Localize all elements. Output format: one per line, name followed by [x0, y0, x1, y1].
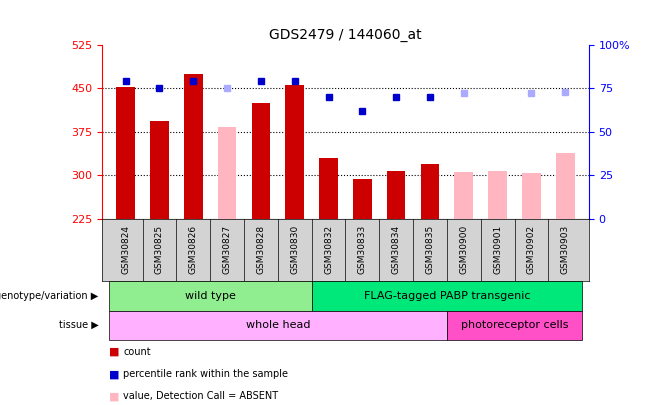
Text: wild type: wild type — [185, 291, 236, 301]
Bar — [150, 121, 168, 219]
Text: ■: ■ — [109, 369, 119, 379]
Text: value, Detection Call = ABSENT: value, Detection Call = ABSENT — [123, 392, 278, 401]
Bar — [488, 171, 507, 219]
Text: GSM30830: GSM30830 — [290, 225, 299, 274]
Text: GSM30903: GSM30903 — [561, 225, 570, 274]
Text: percentile rank within the sample: percentile rank within the sample — [123, 369, 288, 379]
Bar — [184, 74, 203, 219]
Bar — [218, 127, 236, 219]
Bar — [116, 87, 135, 219]
Bar — [353, 179, 372, 219]
Bar — [319, 158, 338, 219]
Text: GSM30835: GSM30835 — [426, 225, 434, 274]
Bar — [251, 102, 270, 219]
Text: GSM30827: GSM30827 — [222, 225, 232, 274]
Bar — [109, 311, 447, 340]
Bar — [447, 311, 582, 340]
Bar — [286, 85, 304, 219]
Title: GDS2479 / 144060_at: GDS2479 / 144060_at — [269, 28, 422, 42]
Text: GSM30824: GSM30824 — [121, 225, 130, 274]
Bar — [556, 153, 574, 219]
Bar — [387, 171, 405, 219]
Text: GSM30828: GSM30828 — [257, 225, 265, 274]
Text: tissue ▶: tissue ▶ — [59, 320, 99, 330]
Text: count: count — [123, 347, 151, 357]
Text: GSM30900: GSM30900 — [459, 225, 468, 274]
Text: ■: ■ — [109, 347, 119, 357]
Bar — [420, 164, 440, 219]
Text: GSM30834: GSM30834 — [392, 225, 401, 274]
Text: GSM30833: GSM30833 — [358, 225, 367, 274]
Text: FLAG-tagged PABP transgenic: FLAG-tagged PABP transgenic — [364, 291, 530, 301]
Text: GSM30902: GSM30902 — [527, 225, 536, 274]
Text: GSM30826: GSM30826 — [189, 225, 198, 274]
Bar — [109, 281, 312, 311]
Text: GSM30832: GSM30832 — [324, 225, 333, 274]
Text: genotype/variation ▶: genotype/variation ▶ — [0, 291, 99, 301]
Bar — [455, 172, 473, 219]
Text: GSM30825: GSM30825 — [155, 225, 164, 274]
Bar — [522, 173, 541, 219]
Text: ■: ■ — [109, 392, 119, 401]
Text: photoreceptor cells: photoreceptor cells — [461, 320, 569, 330]
Text: GSM30901: GSM30901 — [493, 225, 502, 274]
Text: whole head: whole head — [245, 320, 310, 330]
Bar — [312, 281, 582, 311]
